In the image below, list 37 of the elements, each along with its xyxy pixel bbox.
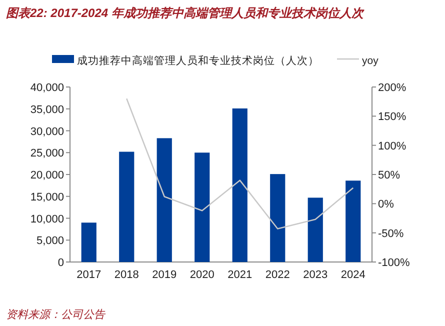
x-tick-label: 2024 [340, 269, 366, 281]
x-tick-label: 2018 [114, 269, 139, 281]
y2-tick-label: -50% [378, 228, 404, 240]
y-tick-label: 0 [58, 257, 64, 269]
bar [81, 222, 96, 262]
x-tick-label: 2021 [228, 269, 252, 281]
y2-tick-label: 200% [378, 82, 406, 94]
y2-tick-label: 150% [378, 111, 406, 124]
y-tick-label: 15,000 [30, 191, 64, 204]
y-tick-label: 5,000 [36, 235, 64, 248]
x-tick-label: 2019 [152, 269, 177, 281]
line-series [126, 98, 354, 230]
bar [308, 198, 323, 262]
y2-tick-label: 50% [378, 170, 400, 182]
y-tick-label: 35,000 [30, 104, 64, 116]
bar [119, 152, 134, 262]
bar [232, 108, 248, 262]
y-tick-label: 25,000 [30, 148, 64, 160]
y2-tick-label: 0% [378, 198, 394, 211]
y-tick-label: 20,000 [30, 170, 64, 182]
chart-title: 图表22: 2017-2024 年成功推荐中高端管理人员和专业技术岗位人次 [6, 6, 364, 20]
bar [156, 138, 172, 262]
y2-tick-label: -100% [378, 257, 410, 269]
x-tick-label: 2020 [190, 269, 214, 281]
y2-tick-label: 100% [378, 140, 406, 152]
x-tick-label: 2022 [265, 269, 290, 281]
text: 资料来源：公司公告 [6, 308, 106, 321]
x-tick-label: 2017 [76, 269, 102, 281]
y-tick-label: 40,000 [30, 82, 64, 94]
legend-label: 成功推荐中高端管理人员和专业技术岗位（人次） [77, 54, 319, 67]
bar [194, 152, 210, 262]
y-tick-label: 10,000 [30, 213, 64, 226]
x-tick-label: 2023 [303, 269, 328, 281]
y-tick-label: 30,000 [30, 126, 64, 138]
bar [270, 174, 286, 262]
bar [346, 180, 361, 262]
legend-label: yoy [362, 55, 380, 67]
